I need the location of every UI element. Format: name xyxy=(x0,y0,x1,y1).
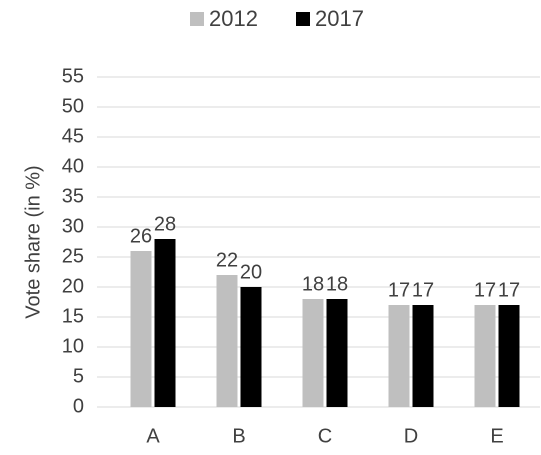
legend-swatch xyxy=(190,12,204,26)
data-label: 28 xyxy=(154,213,176,235)
x-tick-label: D xyxy=(404,425,418,447)
x-tick-label: E xyxy=(490,425,503,447)
y-tick-label: 10 xyxy=(62,335,84,357)
y-tick-label: 25 xyxy=(62,245,84,267)
data-label: 17 xyxy=(498,279,520,301)
data-label: 20 xyxy=(240,261,262,283)
data-label: 18 xyxy=(302,273,324,295)
bar xyxy=(154,239,176,407)
x-tick-label: C xyxy=(318,425,332,447)
bar xyxy=(388,305,410,407)
y-tick-label: 45 xyxy=(62,125,84,147)
data-label: 18 xyxy=(326,273,348,295)
y-tick-label: 35 xyxy=(62,185,84,207)
bar xyxy=(412,305,434,407)
y-tick-label: 15 xyxy=(62,305,84,327)
legend-label: 2017 xyxy=(315,6,364,31)
legend-swatch xyxy=(296,12,310,26)
bar xyxy=(302,299,324,407)
bar xyxy=(130,251,152,407)
y-tick-label: 20 xyxy=(62,275,84,297)
legend-label: 2012 xyxy=(209,6,258,31)
bar xyxy=(240,287,262,407)
y-tick-label: 50 xyxy=(62,95,84,117)
y-axis-label: Vote share (in %) xyxy=(22,165,44,318)
y-tick-label: 40 xyxy=(62,155,84,177)
bar xyxy=(216,275,238,407)
x-tick-label: A xyxy=(146,425,160,447)
data-label: 17 xyxy=(474,279,496,301)
y-tick-label: 55 xyxy=(62,65,84,87)
bar xyxy=(498,305,520,407)
x-tick-label: B xyxy=(232,425,245,447)
data-label: 17 xyxy=(388,279,410,301)
y-tick-label: 5 xyxy=(73,365,84,387)
bar xyxy=(474,305,496,407)
y-tick-label: 30 xyxy=(62,215,84,237)
data-label: 26 xyxy=(130,225,152,247)
bar xyxy=(326,299,348,407)
data-label: 17 xyxy=(412,279,434,301)
data-label: 22 xyxy=(216,249,238,271)
y-tick-label: 0 xyxy=(73,395,84,417)
